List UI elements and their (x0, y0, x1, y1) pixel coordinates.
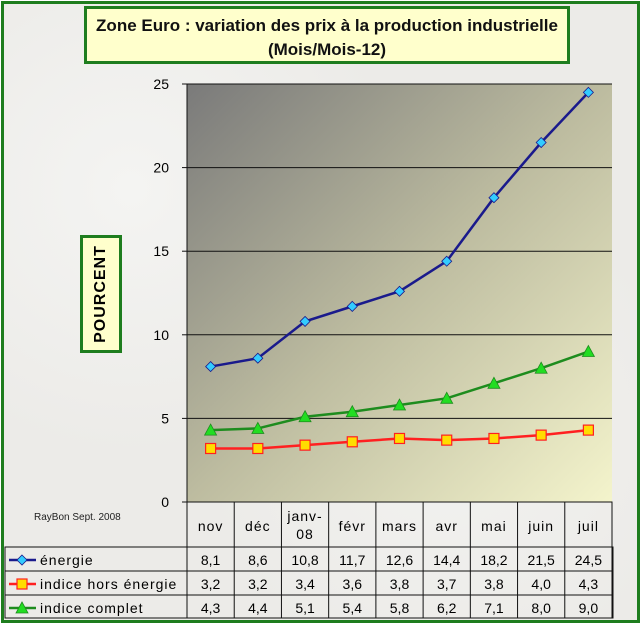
data-label: 8,0 (531, 600, 551, 616)
x-category-label: nov (198, 518, 224, 534)
data-point (203, 423, 218, 436)
data-label: 3,8 (390, 576, 410, 592)
data-point (205, 442, 217, 455)
data-label: 18,2 (480, 552, 507, 568)
data-point (441, 255, 453, 267)
legend-marker (16, 578, 28, 590)
data-label: 4,3 (201, 600, 221, 616)
x-category-label: 08 (296, 526, 314, 542)
y-tick-label: 10 (153, 327, 169, 343)
y-axis-label-box: POURCENT (80, 235, 122, 353)
x-category-label: juil (577, 518, 599, 534)
x-category-label: mars (382, 518, 417, 534)
y-tick-label: 20 (153, 160, 169, 176)
data-label: 9,0 (579, 600, 599, 616)
y-tick-label: 5 (161, 410, 169, 426)
data-point (535, 429, 547, 441)
data-point (441, 434, 453, 446)
data-point (535, 136, 547, 149)
x-category-label: mai (481, 518, 507, 534)
data-point (298, 409, 312, 423)
data-point (393, 285, 406, 297)
data-label: 12,6 (386, 552, 413, 568)
y-tick-label: 0 (161, 494, 169, 510)
x-category-label: janv- (286, 508, 322, 524)
x-category-label: déc (245, 518, 271, 534)
data-point (487, 376, 501, 389)
data-label: 21,5 (528, 552, 555, 568)
data-label: 3,7 (437, 576, 457, 592)
data-label: 10,8 (291, 552, 318, 568)
data-point (488, 192, 500, 204)
x-category-label: févr (339, 518, 366, 534)
data-point (251, 421, 265, 434)
data-label: 14,4 (433, 552, 460, 568)
data-label: 4,4 (248, 600, 268, 616)
y-axis-label: POURCENT (92, 245, 109, 343)
data-label: 3,6 (343, 576, 363, 592)
legend-label: indice complet (40, 600, 144, 616)
data-label: 3,8 (484, 576, 504, 592)
y-tick-label: 15 (153, 243, 169, 259)
x-category-label: avr (435, 518, 457, 534)
data-label: 4,0 (531, 576, 551, 592)
data-point (299, 439, 311, 451)
data-point (299, 315, 311, 327)
subtitle-line: (Mois/Mois-12) (267, 40, 387, 59)
data-point (345, 404, 359, 418)
chart-title: Zone Euro : variation des prix à la prod… (84, 6, 570, 64)
data-point (393, 432, 406, 445)
data-label: 4,3 (579, 576, 599, 592)
x-category-label: juin (527, 518, 554, 534)
data-label: 5,1 (295, 600, 315, 616)
data-label: 3,2 (201, 576, 221, 592)
data-label: 8,1 (201, 552, 221, 568)
legend-label: énergie (40, 552, 94, 568)
data-label: 3,2 (248, 576, 268, 592)
data-point (252, 352, 264, 364)
data-point (440, 391, 454, 404)
data-point (252, 442, 264, 455)
y-tick-label: 25 (153, 76, 169, 92)
data-label: 6,2 (437, 600, 457, 616)
data-label: 5,8 (390, 600, 410, 616)
data-point (205, 361, 217, 373)
data-label: 7,1 (484, 600, 504, 616)
data-point (582, 424, 594, 436)
data-label: 11,7 (339, 552, 365, 568)
data-point (346, 436, 358, 448)
table-body-border (4, 546, 614, 619)
data-label: 5,4 (343, 600, 363, 616)
data-point (534, 361, 548, 374)
legend-label: indice hors énergie (40, 576, 177, 592)
data-label: 8,6 (248, 552, 268, 568)
legend-marker (15, 601, 29, 614)
data-point (581, 344, 596, 357)
data-label: 24,5 (575, 552, 602, 568)
data-point (488, 432, 500, 445)
data-label: 3,4 (295, 576, 315, 592)
data-point (392, 398, 407, 411)
data-point (582, 86, 594, 98)
credit-text: RayBon Sept. 2008 (34, 512, 121, 523)
title-line: Zone Euro : variation des prix à la prod… (96, 16, 558, 35)
legend-marker (16, 554, 28, 566)
data-point (346, 300, 358, 312)
